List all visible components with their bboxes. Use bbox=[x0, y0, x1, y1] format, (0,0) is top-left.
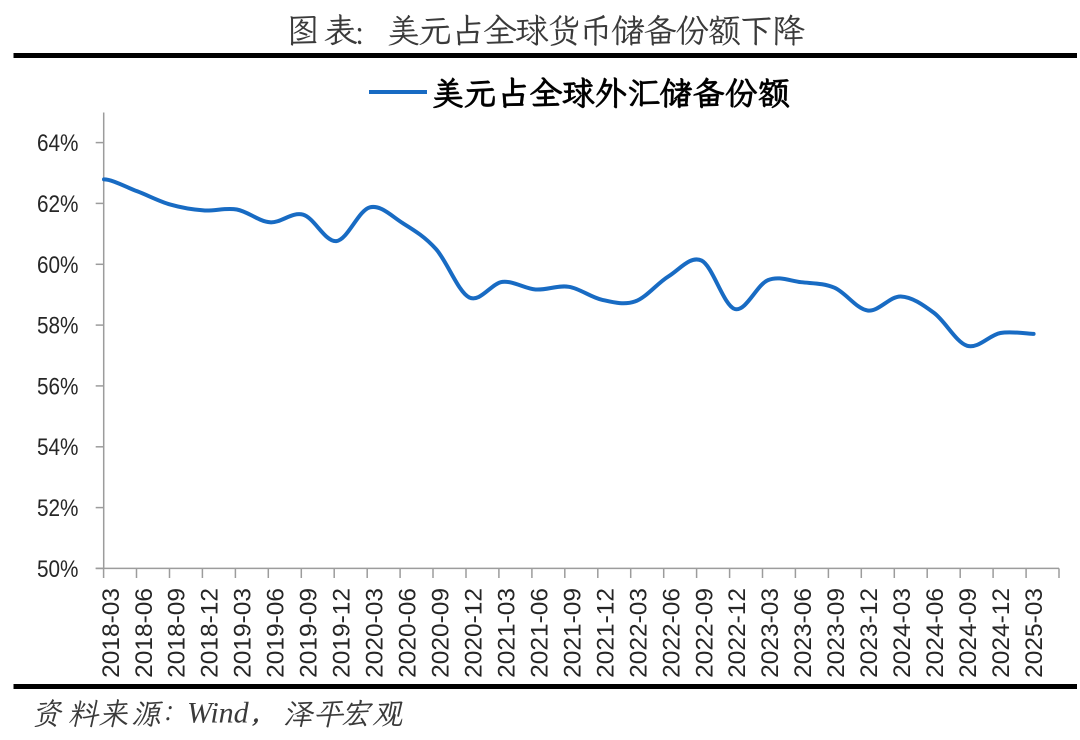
svg-text:2022-09: 2022-09 bbox=[691, 588, 718, 678]
svg-text:2022-03: 2022-03 bbox=[625, 588, 652, 678]
svg-text:2020-06: 2020-06 bbox=[395, 588, 422, 678]
svg-text:2024-12: 2024-12 bbox=[988, 588, 1015, 678]
svg-text:60%: 60% bbox=[37, 252, 79, 279]
svg-text:2022-06: 2022-06 bbox=[658, 588, 685, 678]
svg-text:2019-09: 2019-09 bbox=[296, 588, 323, 678]
svg-text:2023-12: 2023-12 bbox=[856, 588, 883, 678]
svg-text:2022-12: 2022-12 bbox=[724, 588, 751, 678]
svg-text:50%: 50% bbox=[37, 556, 79, 583]
svg-text:2023-09: 2023-09 bbox=[823, 588, 850, 678]
svg-text:2021-03: 2021-03 bbox=[493, 588, 520, 678]
svg-text:Wind: Wind bbox=[187, 697, 250, 730]
svg-text:2025-03: 2025-03 bbox=[1021, 588, 1048, 678]
svg-text:2020-03: 2020-03 bbox=[362, 588, 389, 678]
svg-text:2018-03: 2018-03 bbox=[98, 588, 125, 678]
svg-text:2019-03: 2019-03 bbox=[230, 588, 257, 678]
svg-text:2023-06: 2023-06 bbox=[790, 588, 817, 678]
svg-text:2018-09: 2018-09 bbox=[164, 588, 191, 678]
svg-text:58%: 58% bbox=[37, 313, 79, 340]
svg-text:2021-06: 2021-06 bbox=[526, 588, 553, 678]
svg-text:54%: 54% bbox=[37, 434, 79, 461]
svg-text:2018-06: 2018-06 bbox=[131, 588, 158, 678]
svg-text:2024-09: 2024-09 bbox=[955, 588, 982, 678]
svg-text:2018-12: 2018-12 bbox=[197, 588, 224, 678]
svg-text:2019-12: 2019-12 bbox=[329, 588, 356, 678]
svg-text:2024-06: 2024-06 bbox=[922, 588, 949, 678]
svg-text:62%: 62% bbox=[37, 191, 79, 218]
svg-text:2019-06: 2019-06 bbox=[263, 588, 290, 678]
svg-text:56%: 56% bbox=[37, 373, 79, 400]
svg-text:2023-03: 2023-03 bbox=[757, 588, 784, 678]
svg-text:52%: 52% bbox=[37, 495, 79, 522]
svg-text:2021-12: 2021-12 bbox=[592, 588, 619, 678]
svg-text:2021-09: 2021-09 bbox=[559, 588, 586, 678]
svg-text:2024-03: 2024-03 bbox=[889, 588, 916, 678]
svg-text:2020-09: 2020-09 bbox=[428, 588, 455, 678]
svg-text:2020-12: 2020-12 bbox=[461, 588, 488, 678]
svg-text:64%: 64% bbox=[37, 130, 79, 157]
